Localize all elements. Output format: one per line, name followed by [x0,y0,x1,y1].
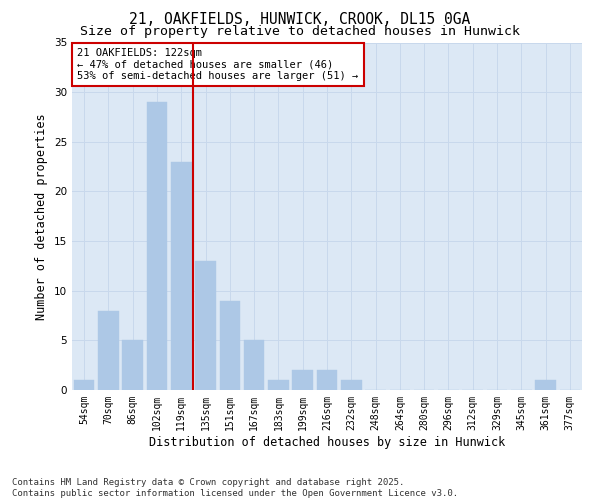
Text: 21 OAKFIELDS: 122sqm
← 47% of detached houses are smaller (46)
53% of semi-detac: 21 OAKFIELDS: 122sqm ← 47% of detached h… [77,48,358,81]
Bar [146,102,167,390]
Bar [122,340,143,390]
Bar [195,261,216,390]
Bar [74,380,94,390]
Bar [268,380,289,390]
Bar [244,340,265,390]
Bar [220,300,240,390]
Text: 21, OAKFIELDS, HUNWICK, CROOK, DL15 0GA: 21, OAKFIELDS, HUNWICK, CROOK, DL15 0GA [130,12,470,28]
Y-axis label: Number of detached properties: Number of detached properties [35,113,49,320]
Bar [341,380,362,390]
Bar [535,380,556,390]
Bar [171,162,191,390]
Bar [292,370,313,390]
Text: Contains HM Land Registry data © Crown copyright and database right 2025.
Contai: Contains HM Land Registry data © Crown c… [12,478,458,498]
Text: Size of property relative to detached houses in Hunwick: Size of property relative to detached ho… [80,25,520,38]
Bar [317,370,337,390]
X-axis label: Distribution of detached houses by size in Hunwick: Distribution of detached houses by size … [149,436,505,448]
Bar [98,310,119,390]
